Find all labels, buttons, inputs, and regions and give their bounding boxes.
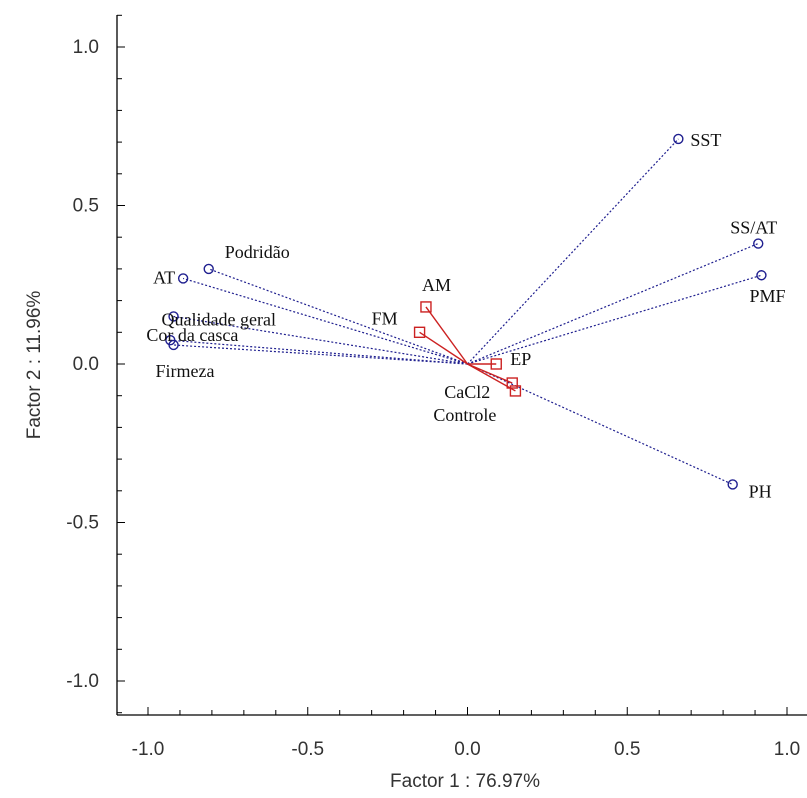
- y-tick-label: 0.5: [73, 196, 99, 217]
- variable-point: [203, 263, 214, 275]
- variable-vector: [467, 138, 679, 365]
- variable-label: PMF: [749, 286, 785, 306]
- variable-point: [168, 339, 179, 351]
- y-tick-label: -0.5: [66, 513, 99, 534]
- variable-label: Qualidade geral: [162, 309, 276, 329]
- treatment-label: EP: [510, 349, 531, 369]
- treatment-label: CaCl2: [444, 382, 490, 402]
- markers: [165, 133, 767, 490]
- variable-point: [756, 270, 767, 281]
- x-tick-label: 0.5: [614, 739, 640, 760]
- variable-label: AT: [153, 267, 175, 287]
- variable-label: SST: [690, 130, 721, 150]
- variable-vector: [182, 277, 468, 365]
- axis-ticks: 1.0 0.5 0.0 -0.5 -1.0 -1.0 -0.5 0.0 0.5 1.0: [66, 14, 800, 760]
- y-tick-label: 0.0: [73, 354, 99, 375]
- treatment-point: [413, 326, 426, 338]
- y-tick-label: 1.0: [73, 37, 99, 58]
- x-axis-title: Factor 1 : 76.97%: [390, 771, 540, 792]
- variable-label: Podridão: [225, 242, 290, 262]
- variable-point: [168, 311, 179, 322]
- variable-vector: [208, 268, 468, 365]
- plot-frame: [116, 15, 807, 716]
- variable-vector: [170, 339, 468, 365]
- variable-label: SS/AT: [730, 218, 777, 238]
- variable-vector: [467, 363, 733, 486]
- treatment-label: FM: [372, 308, 398, 328]
- variable-point: [177, 273, 189, 284]
- treatment-point: [420, 301, 432, 313]
- treatment-vector: [467, 363, 513, 384]
- variable-label: PH: [749, 481, 772, 501]
- variable-label: Cor da casca: [146, 325, 238, 345]
- x-tick-label: 1.0: [774, 739, 800, 760]
- variable-vector: [467, 274, 762, 365]
- y-axis-title: Factor 2 : 11.96%: [24, 291, 45, 440]
- treatment-point: [490, 358, 502, 370]
- treatment-point: [509, 385, 522, 397]
- treatment-label: AM: [422, 275, 451, 295]
- treatment-point: [506, 377, 518, 389]
- variable-vector: [173, 344, 468, 365]
- x-tick-label: -1.0: [132, 739, 165, 760]
- treatment-label: Controle: [433, 405, 496, 425]
- x-tick-label: 0.0: [454, 739, 480, 760]
- vectors: [170, 138, 762, 486]
- treatment-vector: [419, 331, 468, 365]
- variable-point: [753, 238, 764, 249]
- treatment-vector: [425, 306, 469, 365]
- variable-point: [727, 479, 738, 490]
- variable-vector: [173, 315, 468, 365]
- variable-vector: [467, 242, 759, 365]
- variable-point: [673, 133, 684, 145]
- variable-label: Firmeza: [156, 361, 215, 381]
- x-tick-label: -0.5: [291, 739, 324, 760]
- y-tick-label: -1.0: [66, 671, 99, 692]
